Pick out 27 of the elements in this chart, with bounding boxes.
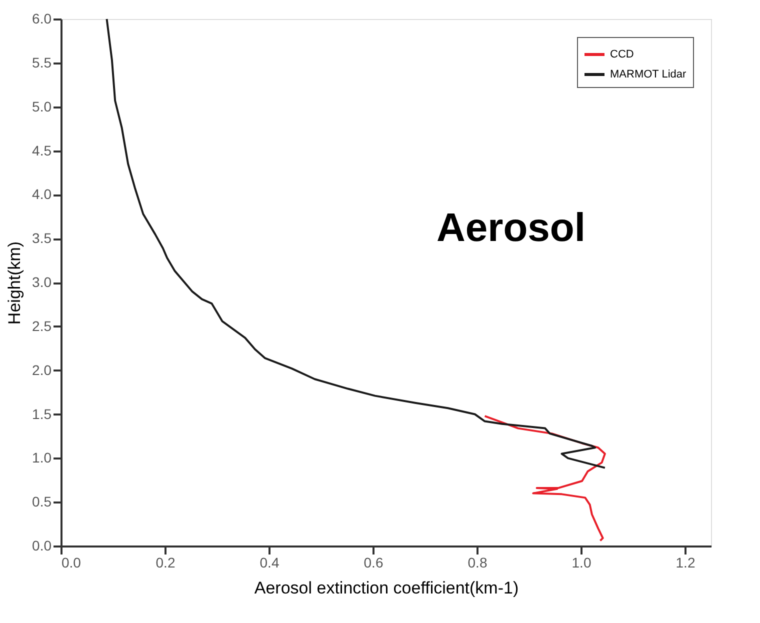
annotation: Aerosol — [436, 206, 586, 250]
y-tick-label: 4.5 — [32, 142, 52, 158]
y-axis-title: Height(km) — [5, 241, 24, 325]
y-tick-label: 1.0 — [32, 450, 52, 466]
x-tick-label: 0.0 — [62, 554, 82, 570]
y-tick-label: 3.0 — [32, 274, 52, 290]
y-tick-label: 3.5 — [32, 230, 52, 246]
x-tick-label: 0.8 — [468, 554, 488, 570]
y-tick-label: 0.0 — [32, 538, 52, 554]
y-tick-label: 4.0 — [32, 186, 52, 202]
y-tick-label: 2.0 — [32, 362, 52, 378]
y-tick-label: 2.5 — [32, 318, 52, 334]
legend-label: MARMOT Lidar — [610, 68, 687, 80]
y-tick-label: 5.0 — [32, 98, 52, 114]
legend-label: CCD — [610, 48, 634, 60]
y-tick-label: 1.5 — [32, 406, 52, 422]
line-series — [484, 415, 606, 542]
y-tick-label: 0.5 — [32, 494, 52, 510]
line-series — [106, 18, 606, 469]
x-tick-label: 0.6 — [364, 554, 384, 570]
x-axis-title: Aerosol extinction coefficient(km-1) — [254, 578, 519, 598]
y-tick-label: 6.0 — [32, 10, 52, 26]
x-tick-label: 1.2 — [676, 554, 696, 570]
x-tick-label: 0.4 — [260, 554, 280, 570]
x-tick-label: 1.0 — [572, 554, 592, 570]
y-tick-label: 5.5 — [32, 54, 52, 70]
x-tick-label: 0.2 — [156, 554, 176, 570]
